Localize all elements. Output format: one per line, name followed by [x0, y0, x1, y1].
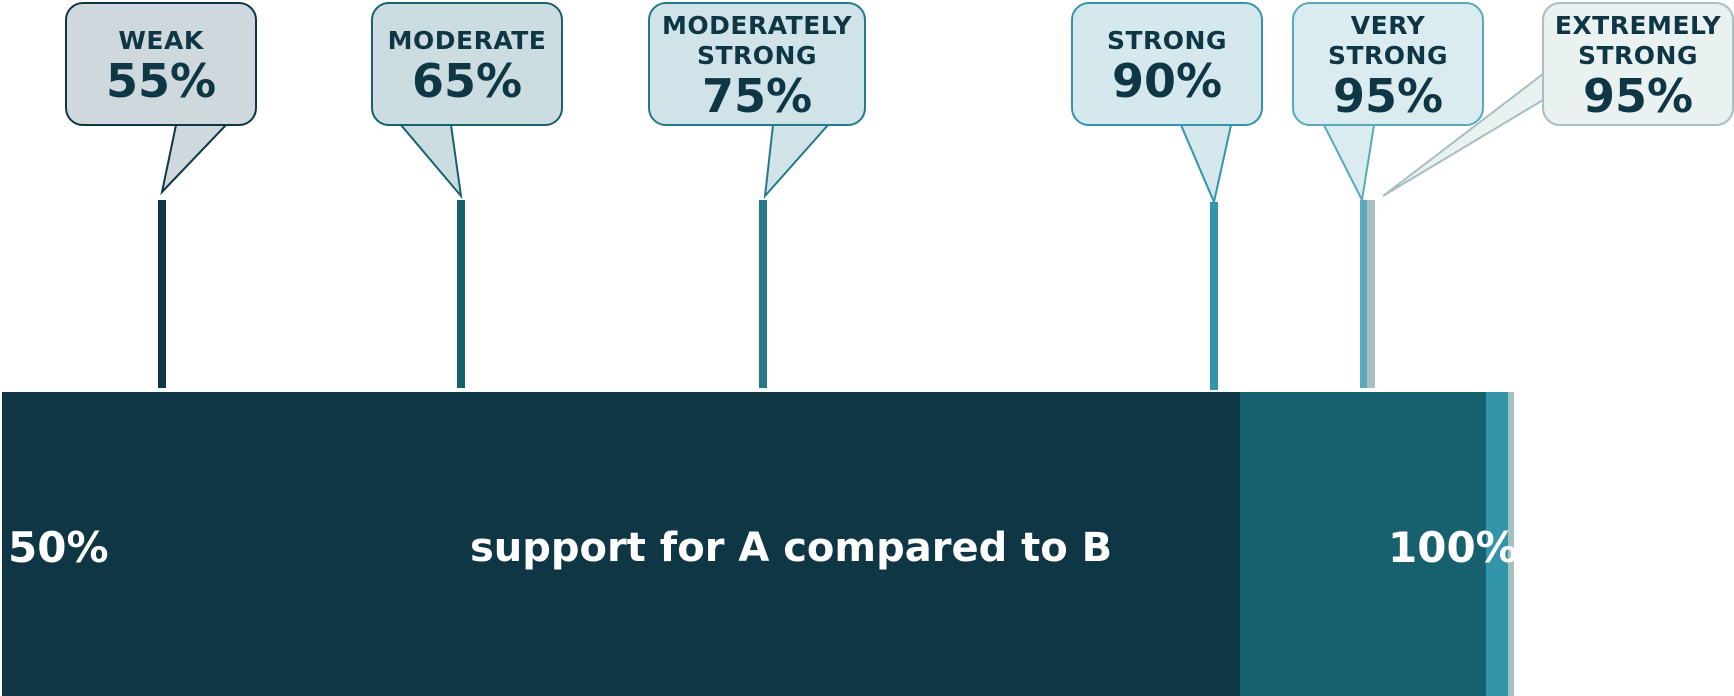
tick-mark-4: [1210, 202, 1218, 390]
bar-segment-lightest: [1508, 392, 1514, 696]
callout-bubble-2: MODERATE 65%: [371, 2, 563, 126]
level-percent: 90%: [1111, 54, 1223, 108]
bar-segment-mid: [1240, 392, 1486, 696]
callout-bubble-6: EXTREMELY STRONG 95%: [1542, 2, 1734, 126]
tick-mark-2: [457, 200, 465, 388]
bar-segment-dark: [2, 392, 1240, 696]
tick-mark-6: [1367, 200, 1375, 388]
level-percent: 65%: [411, 54, 523, 108]
tick-marks: [158, 200, 1375, 390]
level-label: VERY STRONG: [1327, 11, 1448, 70]
level-label: EXTREMELY STRONG: [1554, 11, 1722, 70]
level-percent: 75%: [701, 69, 813, 123]
level-label: MODERATELY STRONG: [662, 11, 852, 70]
scale-end-label: 100%: [1388, 523, 1518, 572]
tick-mark-5: [1360, 200, 1368, 388]
callout-bubble-5: VERY STRONG 95%: [1292, 2, 1484, 126]
level-percent: 55%: [105, 54, 217, 108]
scale-caption: support for A compared to B: [470, 525, 1113, 571]
callout-bubble-1: WEAK 55%: [65, 2, 257, 126]
tick-mark-1: [158, 200, 166, 388]
bar-segment-lighter: [1496, 392, 1508, 696]
level-label: MODERATE: [387, 26, 547, 55]
tick-mark-3: [759, 200, 767, 388]
scale-bar: [2, 392, 1514, 696]
callout-bubble-3: MODERATELY STRONG 75%: [648, 2, 866, 126]
level-label: STRONG: [1106, 26, 1227, 55]
callout-bubble-4: STRONG 90%: [1071, 2, 1263, 126]
level-label: WEAK: [118, 26, 204, 55]
level-percent: 95%: [1582, 69, 1694, 123]
scale-start-label: 50%: [8, 523, 109, 572]
bar-segment-light: [1486, 392, 1496, 696]
level-percent: 95%: [1332, 69, 1444, 123]
